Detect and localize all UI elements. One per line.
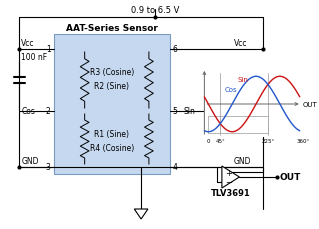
Polygon shape bbox=[134, 209, 148, 219]
Text: 5: 5 bbox=[172, 107, 177, 116]
Text: Cos: Cos bbox=[224, 87, 237, 93]
Text: R2 (Sine): R2 (Sine) bbox=[94, 82, 130, 91]
Text: 0: 0 bbox=[207, 138, 210, 143]
Text: Cos: Cos bbox=[21, 107, 35, 116]
Polygon shape bbox=[222, 166, 239, 188]
Text: −: − bbox=[225, 178, 232, 187]
Text: 360°: 360° bbox=[297, 138, 310, 143]
Text: 6: 6 bbox=[172, 45, 177, 54]
Text: 4: 4 bbox=[172, 163, 177, 172]
Text: 225°: 225° bbox=[261, 138, 275, 143]
Text: +: + bbox=[225, 168, 232, 177]
Text: 1: 1 bbox=[46, 45, 51, 54]
Text: R4 (Cosine): R4 (Cosine) bbox=[90, 143, 134, 152]
Text: 3: 3 bbox=[46, 163, 51, 172]
Text: OUT: OUT bbox=[303, 101, 317, 108]
Text: Vcc: Vcc bbox=[21, 39, 35, 48]
Bar bbox=[204, 72, 300, 137]
Bar bbox=[54, 35, 170, 174]
Text: Vcc: Vcc bbox=[234, 39, 247, 48]
Text: 0.9 to 6.5 V: 0.9 to 6.5 V bbox=[130, 6, 179, 15]
Text: SIn: SIn bbox=[184, 107, 196, 116]
Text: R1 (Sine): R1 (Sine) bbox=[94, 129, 130, 138]
Text: OUT: OUT bbox=[279, 173, 301, 182]
Text: 100 nF: 100 nF bbox=[21, 52, 48, 61]
Text: 45°: 45° bbox=[215, 138, 225, 143]
Text: GND: GND bbox=[21, 156, 39, 165]
Text: AAT-Series Sensor: AAT-Series Sensor bbox=[66, 24, 158, 33]
Text: GND: GND bbox=[234, 156, 251, 165]
Text: 2: 2 bbox=[46, 107, 51, 116]
Text: R3 (Cosine): R3 (Cosine) bbox=[90, 68, 134, 77]
Text: Sin: Sin bbox=[238, 77, 249, 83]
Text: TLV3691: TLV3691 bbox=[211, 189, 250, 198]
